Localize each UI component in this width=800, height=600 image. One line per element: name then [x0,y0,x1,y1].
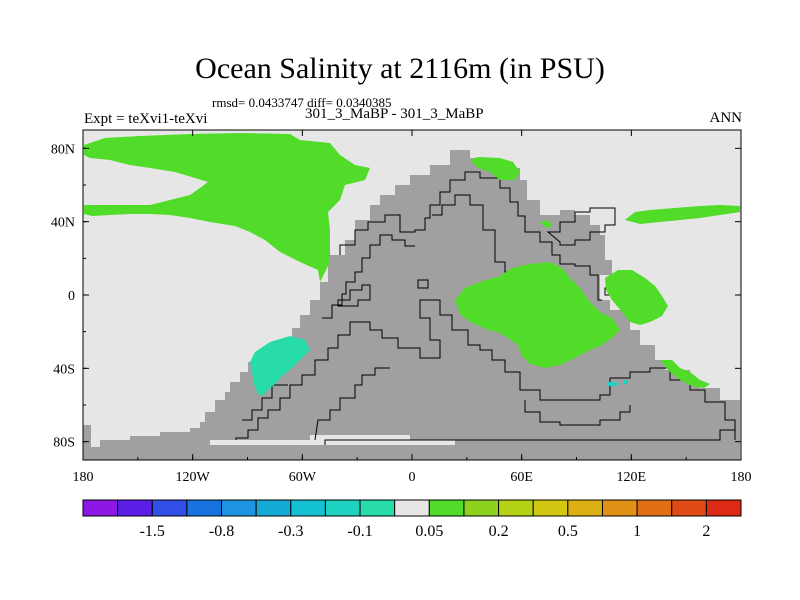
colorbar-swatch [498,499,534,517]
y-tick-label: 40N [51,216,75,231]
y-tick-label: 80N [51,142,75,157]
negative-anomaly-region [250,336,310,396]
y-tick-label: 40S [53,362,75,377]
colorbar-label: 1 [633,523,641,540]
case-label: 301_3_MaBP - 301_3_MaBP [305,106,484,122]
rmsd-diff-text: rmsd= 0.0433747 diff= 0.0340385 [212,95,392,110]
x-tick-label: 0 [409,470,416,485]
negative-anomaly-spot-2 [624,380,628,384]
colorbar-swatch [359,499,396,517]
colorbar-swatch [428,499,465,517]
colorbar-swatch [151,499,188,517]
land-bottom-left [83,425,91,460]
colorbar-swatch [82,499,119,517]
x-tick-label: 60W [289,470,317,485]
antarctica [83,428,740,460]
colorbar-label: 2 [702,523,710,540]
colorbar-label: 0.2 [489,523,509,540]
colorbar: -1.5 -0.8 -0.3 -0.1 0.05 0.2 0.5 1 2 [82,499,742,540]
x-tick-label: 180 [731,470,752,485]
colorbar-label: 0.05 [415,523,443,540]
plot-title: Ocean Salinity at 2116m (in PSU) [195,52,605,85]
colorbar-swatch [221,499,257,517]
negative-anomaly-spot [608,382,618,386]
x-tick-label: 120E [617,470,647,485]
colorbar-label: -1.5 [140,523,165,540]
colorbar-label: 0.5 [558,523,578,540]
colorbar-swatch [636,499,673,517]
experiment-label: Expt = teXvi1-teXvi [84,111,208,127]
colorbar-swatch [186,499,223,517]
y-tick-label: 0 [68,289,75,304]
colorbar-swatch [567,499,603,517]
colorbar-label: -0.8 [209,523,234,540]
colorbar-swatch [324,499,361,517]
colorbar-swatch [601,499,638,517]
x-tick-label: 120W [176,470,211,485]
colorbar-swatch [532,499,569,517]
y-tick-label: 80S [53,436,75,451]
colorbar-swatch [117,499,153,517]
colorbar-label: -0.3 [278,523,303,540]
x-tick-label: 60E [510,470,533,485]
colorbar-swatch [255,499,292,517]
colorbar-swatch [463,499,500,517]
colorbar-label: -0.1 [347,523,372,540]
x-tick-label: 180 [73,470,94,485]
colorbar-swatch [671,499,707,517]
season-label: ANN [709,110,743,126]
colorbar-swatch [394,499,430,517]
colorbar-swatch [290,499,326,517]
colorbar-swatch [705,499,742,517]
positive-anomaly-regions [84,133,740,388]
contour-lines [235,171,736,445]
axis-ticks: 180 120W 60W 0 60E 120E 180 80N 40N 0 40S 80S [51,130,752,485]
